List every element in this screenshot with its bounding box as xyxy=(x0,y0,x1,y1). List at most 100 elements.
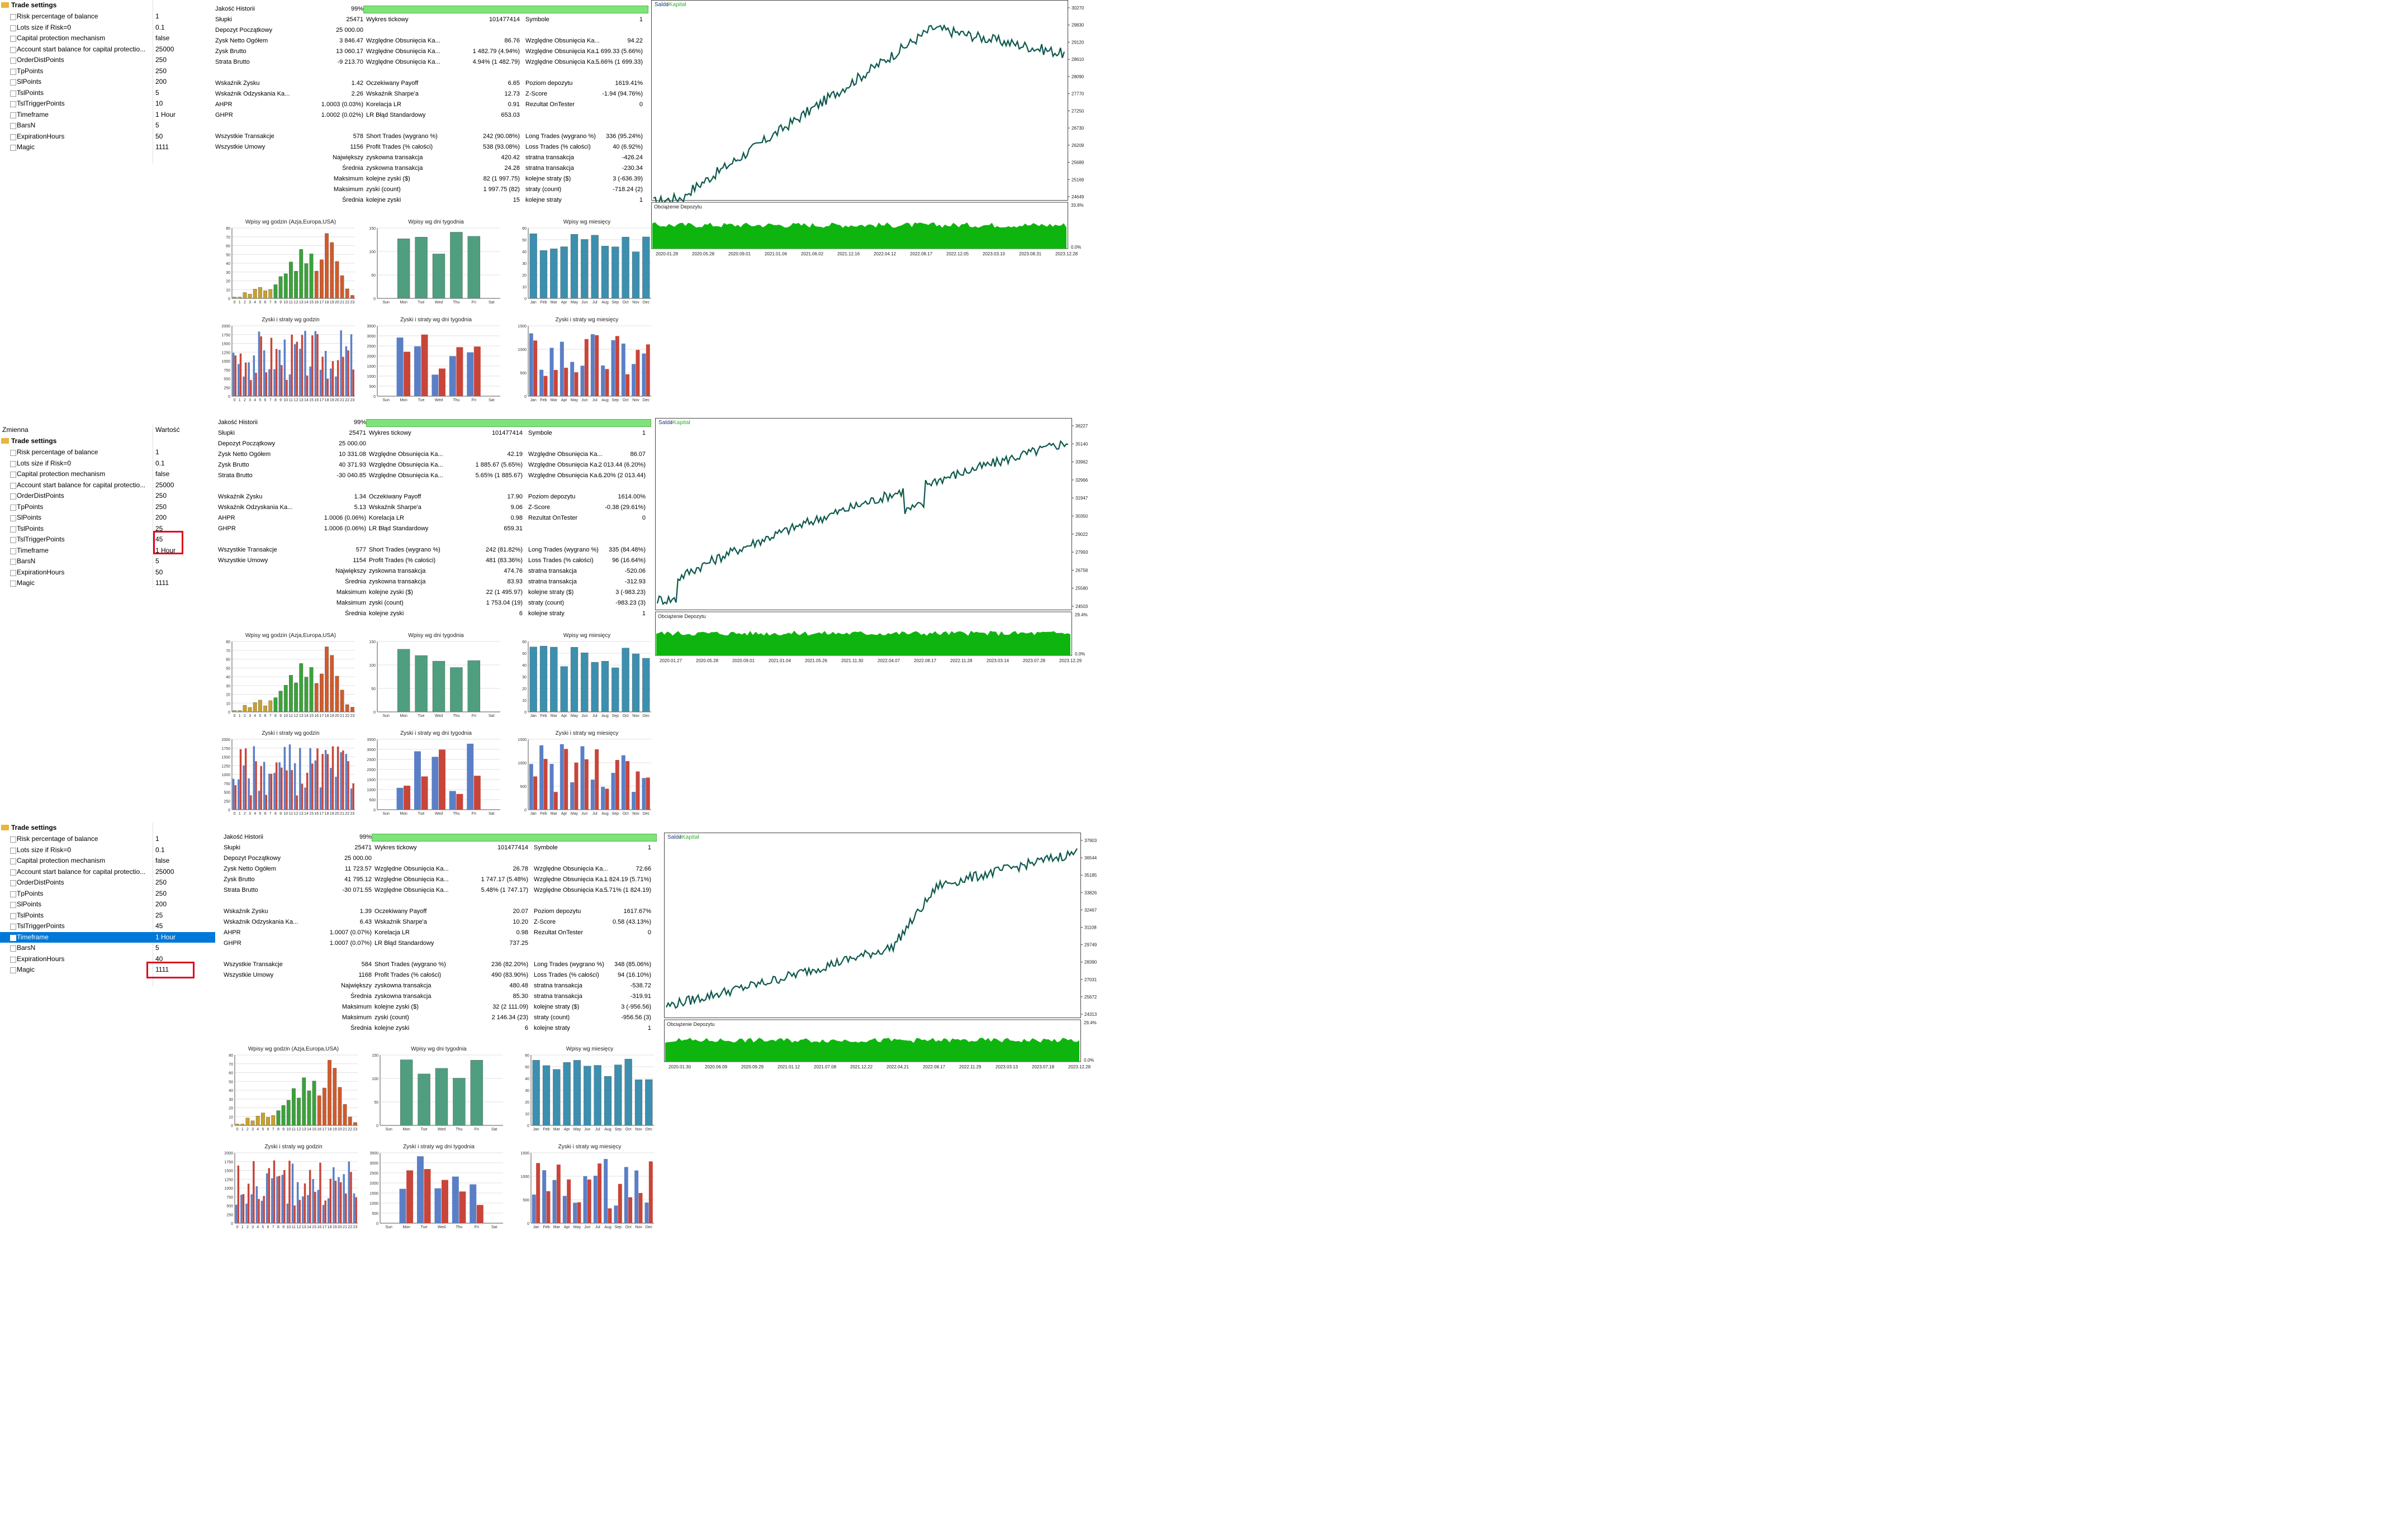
setting-value[interactable]: 250 xyxy=(155,56,167,64)
setting-row[interactable]: Capital protection mechanism false xyxy=(0,855,215,866)
setting-value[interactable]: 5 xyxy=(155,121,159,129)
setting-row[interactable]: Risk percentage of balance 1 xyxy=(0,834,215,844)
setting-checkbox[interactable] xyxy=(10,145,16,151)
setting-row[interactable]: TslPoints 5 xyxy=(0,88,215,98)
setting-checkbox[interactable] xyxy=(10,68,16,75)
setting-value[interactable]: 5 xyxy=(155,88,159,97)
setting-value[interactable]: 1 Hour xyxy=(155,546,176,554)
setting-row[interactable]: Risk percentage of balance 1 xyxy=(0,447,215,458)
setting-checkbox[interactable] xyxy=(10,912,16,919)
setting-value[interactable]: 40 xyxy=(155,954,163,963)
setting-value[interactable]: 50 xyxy=(155,568,163,576)
setting-row[interactable]: Lots size if Risk=0 0.1 xyxy=(0,845,215,855)
setting-row[interactable]: Magic 1111 xyxy=(0,964,215,975)
setting-row[interactable]: Account start balance for capital protec… xyxy=(0,44,215,55)
setting-checkbox[interactable] xyxy=(10,79,16,85)
setting-value[interactable]: 1 xyxy=(155,12,159,20)
setting-row[interactable]: Account start balance for capital protec… xyxy=(0,480,215,491)
setting-value[interactable]: false xyxy=(155,470,170,478)
setting-row[interactable]: Capital protection mechanism false xyxy=(0,33,215,44)
setting-row[interactable]: ExpirationHours 50 xyxy=(0,567,215,578)
setting-checkbox[interactable] xyxy=(10,902,16,908)
setting-row[interactable]: TslPoints 25 xyxy=(0,910,215,921)
settings-group-trade[interactable]: Trade settings xyxy=(0,823,215,833)
setting-checkbox[interactable] xyxy=(10,880,16,886)
setting-value[interactable]: 1111 xyxy=(155,143,169,151)
setting-value[interactable]: 200 xyxy=(155,78,167,85)
setting-checkbox[interactable] xyxy=(10,493,16,500)
setting-row[interactable]: TslTriggerPoints 10 xyxy=(0,98,215,109)
setting-checkbox[interactable] xyxy=(10,472,16,478)
settings-group-trade[interactable]: Trade settings xyxy=(0,436,215,446)
setting-row[interactable]: BarsN 5 xyxy=(0,556,215,567)
setting-checkbox[interactable] xyxy=(10,90,16,97)
setting-row[interactable]: SlPoints 200 xyxy=(0,77,215,87)
setting-value[interactable]: 250 xyxy=(155,66,167,75)
setting-checkbox[interactable] xyxy=(10,482,16,489)
setting-value[interactable]: false xyxy=(155,857,170,864)
setting-checkbox[interactable] xyxy=(10,945,16,952)
setting-row[interactable]: SlPoints 200 xyxy=(0,512,215,523)
setting-checkbox[interactable] xyxy=(10,891,16,897)
setting-value[interactable]: 250 xyxy=(155,878,167,886)
setting-value[interactable]: 1 xyxy=(155,835,159,843)
setting-row[interactable]: Timeframe 1 Hour xyxy=(0,110,215,120)
setting-value[interactable]: 1 Hour xyxy=(155,933,176,941)
setting-checkbox[interactable] xyxy=(10,14,16,20)
setting-value[interactable]: 45 xyxy=(155,922,163,930)
setting-value[interactable]: 1 xyxy=(155,448,159,456)
setting-row[interactable]: Risk percentage of balance 1 xyxy=(0,11,215,22)
setting-row[interactable]: BarsN 5 xyxy=(0,120,215,131)
setting-row[interactable]: TslTriggerPoints 45 xyxy=(0,534,215,545)
setting-value[interactable]: 250 xyxy=(155,889,167,897)
setting-checkbox[interactable] xyxy=(10,858,16,864)
setting-checkbox[interactable] xyxy=(10,101,16,107)
setting-checkbox[interactable] xyxy=(10,581,16,587)
setting-checkbox[interactable] xyxy=(10,504,16,511)
setting-row[interactable]: TslPoints 25 xyxy=(0,524,215,534)
setting-checkbox[interactable] xyxy=(10,956,16,963)
setting-row[interactable]: BarsN 5 xyxy=(0,943,215,953)
setting-value[interactable]: 200 xyxy=(155,514,167,521)
setting-checkbox[interactable] xyxy=(10,460,16,467)
setting-checkbox[interactable] xyxy=(10,569,16,576)
setting-value[interactable]: 25000 xyxy=(155,45,174,53)
setting-row[interactable]: OrderDistPoints 250 xyxy=(0,877,215,888)
setting-row[interactable]: SlPoints 200 xyxy=(0,899,215,910)
setting-checkbox[interactable] xyxy=(10,548,16,554)
setting-value[interactable]: 5 xyxy=(155,557,159,565)
setting-value[interactable]: false xyxy=(155,34,170,42)
setting-value[interactable]: 0.1 xyxy=(155,23,165,31)
setting-row[interactable]: ExpirationHours 50 xyxy=(0,131,215,142)
setting-value[interactable]: 0.1 xyxy=(155,845,165,854)
setting-checkbox[interactable] xyxy=(10,869,16,876)
setting-checkbox[interactable] xyxy=(10,123,16,129)
setting-row[interactable]: OrderDistPoints 250 xyxy=(0,491,215,501)
setting-checkbox[interactable] xyxy=(10,847,16,854)
setting-value[interactable]: 45 xyxy=(155,535,163,543)
setting-value[interactable]: 1 Hour xyxy=(155,110,176,118)
setting-value[interactable]: 0.1 xyxy=(155,459,165,467)
setting-checkbox[interactable] xyxy=(10,515,16,521)
setting-row[interactable]: ExpirationHours 40 xyxy=(0,954,215,964)
setting-value[interactable]: 250 xyxy=(155,502,167,511)
setting-value[interactable]: 1111 xyxy=(155,579,169,587)
setting-checkbox[interactable] xyxy=(10,836,16,843)
setting-value[interactable]: 25000 xyxy=(155,481,174,489)
setting-checkbox[interactable] xyxy=(10,934,16,941)
setting-checkbox[interactable] xyxy=(10,58,16,64)
setting-row[interactable]: Magic 1111 xyxy=(0,578,215,588)
setting-checkbox[interactable] xyxy=(10,526,16,533)
setting-row[interactable]: Timeframe 1 Hour xyxy=(0,545,215,556)
setting-value[interactable]: 10 xyxy=(155,99,163,107)
setting-checkbox[interactable] xyxy=(10,134,16,140)
setting-checkbox[interactable] xyxy=(10,46,16,53)
setting-value[interactable]: 1111 xyxy=(155,966,169,973)
setting-checkbox[interactable] xyxy=(10,559,16,565)
setting-value[interactable]: 25000 xyxy=(155,867,174,876)
setting-row[interactable]: TslTriggerPoints 45 xyxy=(0,921,215,931)
setting-checkbox[interactable] xyxy=(10,924,16,930)
setting-row[interactable]: Lots size if Risk=0 0.1 xyxy=(0,22,215,33)
setting-checkbox[interactable] xyxy=(10,112,16,118)
setting-checkbox[interactable] xyxy=(10,537,16,543)
